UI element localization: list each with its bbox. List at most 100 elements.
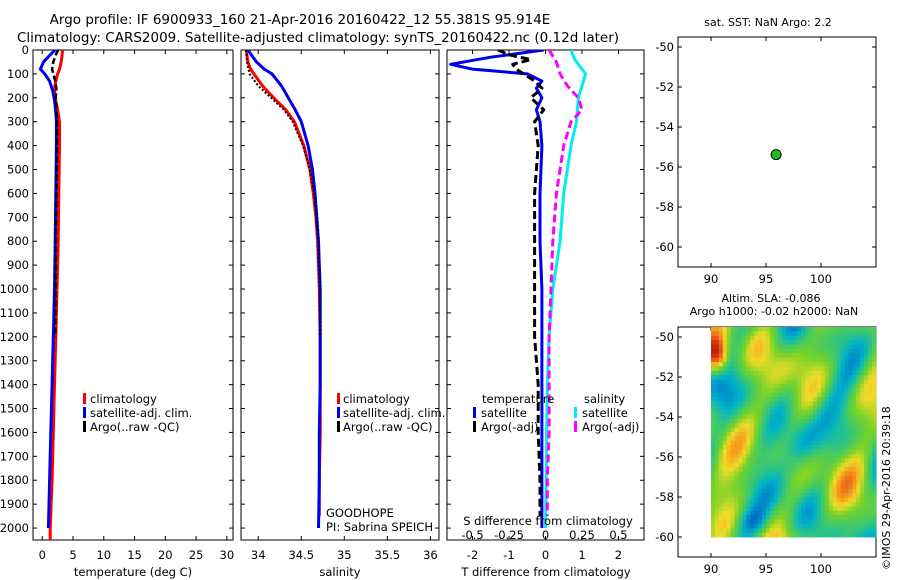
legend-label-satellite: satellite-adj. clim. (343, 406, 445, 420)
heatmap-cell (777, 449, 783, 455)
heatmap-cell (840, 528, 845, 534)
heatmap-cell (711, 488, 716, 494)
heatmap-cell (789, 436, 794, 442)
heatmap-cell (872, 375, 877, 380)
heatmap-cell (730, 471, 735, 477)
heatmap-cell (844, 340, 849, 345)
heatmap-cell (777, 344, 783, 350)
heatmap-cell (730, 375, 735, 380)
heatmap-cell (762, 348, 767, 354)
heatmap-cell (856, 348, 861, 354)
heatmap-cell (793, 467, 798, 472)
heatmap-cell (762, 467, 767, 472)
heatmap-cell (730, 510, 735, 516)
heatmap-cell (738, 497, 743, 503)
heatmap-cell (821, 510, 826, 516)
heatmap-cell (824, 449, 830, 455)
heatmap-cell (730, 340, 735, 345)
heatmap-cell (797, 453, 802, 459)
heatmap-cell (824, 405, 830, 411)
heatmap-cell (856, 506, 861, 512)
heatmap-cell (726, 523, 732, 529)
heatmap-cell (828, 410, 834, 415)
heatmap-cell (785, 327, 790, 332)
heatmap-cell (734, 410, 739, 415)
heatmap-cell (864, 449, 869, 455)
heatmap-cell (766, 427, 771, 433)
heatmap-cell (718, 405, 724, 411)
heatmap-cell (872, 502, 877, 507)
heatmap-cell (742, 388, 747, 394)
heatmap-cell (809, 353, 814, 359)
heatmap-cell (777, 392, 783, 398)
heatmap-cell (738, 488, 743, 494)
heatmap-cell (758, 475, 763, 481)
heatmap-cell (722, 440, 728, 446)
heatmap-cell (785, 523, 790, 529)
heatmap-cell (840, 383, 845, 389)
heatmap-cell (777, 488, 783, 494)
heatmap-cell (801, 357, 806, 363)
heatmap-cell (789, 405, 794, 411)
heatmap-cell (813, 458, 818, 464)
heatmap-cell (836, 401, 842, 407)
heatmap-cell (762, 383, 767, 389)
heatmap-cell (801, 392, 806, 398)
heatmap-cell (754, 423, 759, 429)
heatmap-cell (730, 410, 735, 415)
heatmap-cell (860, 432, 865, 437)
heatmap-cell (750, 414, 755, 420)
heatmap-cell (793, 502, 798, 507)
heatmap-cell (730, 432, 735, 437)
heatmap-cell (793, 440, 798, 446)
heatmap-cell (726, 414, 732, 420)
heatmap-cell (769, 532, 775, 538)
heatmap-cell (793, 405, 798, 411)
heatmap-cell (813, 506, 818, 512)
heatmap-cell (769, 418, 775, 424)
heatmap-cell (722, 480, 728, 485)
heatmap-cell (762, 480, 767, 485)
heatmap-cell (821, 353, 826, 359)
heatmap-cell (836, 519, 842, 525)
heatmap-cell (762, 432, 767, 437)
heatmap-cell (844, 458, 849, 464)
heatmap-cell (872, 484, 877, 490)
heatmap-cell (777, 445, 783, 450)
heatmap-cell (750, 423, 755, 429)
heatmap-cell (864, 418, 869, 424)
heatmap-cell (809, 348, 814, 354)
heatmap-cell (785, 432, 790, 437)
heatmap-cell (872, 340, 877, 345)
depth-tick-label: 300 (7, 115, 29, 129)
heatmap-cell (781, 480, 787, 485)
heatmap-cell (750, 375, 755, 380)
heatmap-cell (821, 449, 826, 455)
heatmap-cell (766, 519, 771, 525)
heatmap-cell (738, 357, 743, 363)
heatmap-cell (813, 502, 818, 507)
heatmap-cell (793, 493, 798, 499)
heatmap-cell (828, 418, 834, 424)
heatmap-cell (872, 397, 877, 402)
heatmap-cell (832, 362, 838, 367)
sla-title-1: Altim. SLA: -0.086 (721, 292, 820, 305)
heatmap-cell (762, 362, 767, 367)
heatmap-cell (793, 344, 798, 350)
heatmap-cell (785, 502, 790, 507)
heatmap-cell (734, 471, 739, 477)
heatmap-cell (848, 405, 853, 411)
imos-timestamp: ©IMOS 29-Apr-2016 20:39:18 (880, 406, 893, 570)
heatmap-cell (734, 331, 739, 337)
heatmap-cell (754, 532, 759, 538)
heatmap-cell (801, 502, 806, 507)
heatmap-cell (805, 397, 810, 402)
heatmap-cell (852, 493, 857, 499)
heatmap-cell (809, 327, 814, 332)
series-satellite-adj (246, 50, 322, 529)
heatmap-cell (868, 344, 873, 350)
heatmap-cell (742, 348, 747, 354)
heatmap-cell (805, 471, 810, 477)
heatmap-cell (785, 506, 790, 512)
legend-label-s-satellite: satellite (582, 406, 628, 420)
